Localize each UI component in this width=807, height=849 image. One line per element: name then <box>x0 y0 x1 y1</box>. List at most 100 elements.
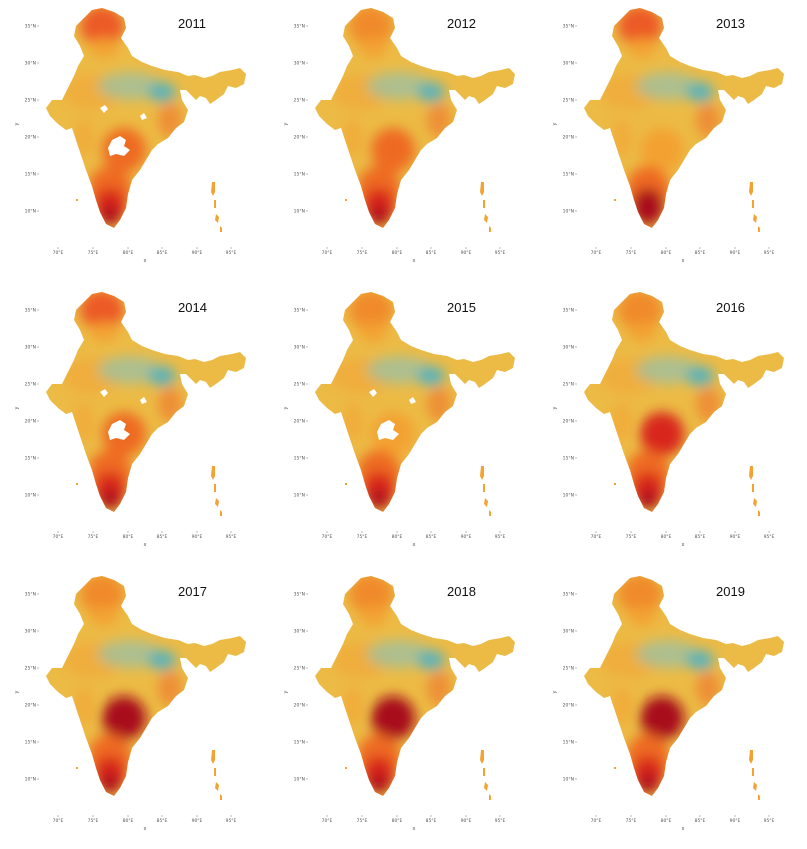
x-tick-label: 70°E <box>53 818 64 824</box>
panel-year-title: 2012 <box>447 16 476 31</box>
panel-year-title: 2011 <box>178 16 206 31</box>
y-tick-label: 20°N <box>563 135 574 141</box>
india-landmass <box>315 8 515 228</box>
x-tick-label: 70°E <box>322 818 333 824</box>
island <box>614 483 616 485</box>
india-map-2015: 70°E 75°E 80°E 85°E 90°E 95°E x 35°N 30°N 25°N 20°… <box>283 292 515 548</box>
island <box>489 226 491 232</box>
x-tick-label: 75°E <box>88 250 99 256</box>
y-tick-label: 10°N <box>25 777 36 783</box>
y-tick-label: 20°N <box>25 703 36 709</box>
x-tick-label: 90°E <box>461 250 472 256</box>
y-tick-label: 20°N <box>563 419 574 425</box>
y-tick-label: 15°N <box>294 172 305 178</box>
y-tick-label: 30°N <box>563 61 574 67</box>
island <box>484 498 488 507</box>
island <box>215 214 219 223</box>
map-panel-2015: 70°E 75°E 80°E 85°E 90°E 95°E x 35°N 30°N 25°N 20°… <box>269 284 538 565</box>
y-axis-label: y <box>283 406 289 409</box>
island <box>480 466 484 480</box>
map-panel-2018: 70°E 75°E 80°E 85°E 90°E 95°E x 35°N 30°N 25°N 20°… <box>269 568 538 849</box>
x-axis-label: x <box>144 542 147 548</box>
y-tick-label: 35°N <box>25 592 36 598</box>
island <box>753 214 757 223</box>
y-tick-label: 10°N <box>294 777 305 783</box>
map-panel-2017: 70°E 75°E 80°E 85°E 90°E 95°E x 35°N 30°N 25°N 20°… <box>0 568 269 849</box>
island <box>480 750 484 764</box>
x-tick-label: 75°E <box>357 534 368 540</box>
map-panel-2013: 70°E 75°E 80°E 85°E 90°E 95°E x 35°N 30°N 25°N 20°… <box>538 0 807 281</box>
x-tick-label: 90°E <box>461 818 472 824</box>
y-tick-label: 30°N <box>294 61 305 67</box>
y-tick-label: 25°N <box>294 98 305 104</box>
island <box>345 199 347 201</box>
island <box>215 782 219 791</box>
y-tick-label: 10°N <box>563 777 574 783</box>
island <box>749 750 753 764</box>
x-tick-label: 95°E <box>764 534 775 540</box>
y-tick-label: 25°N <box>294 382 305 388</box>
x-tick-label: 80°E <box>392 250 403 256</box>
x-tick-label: 80°E <box>392 818 403 824</box>
y-tick-label: 35°N <box>294 24 305 30</box>
india-map-2014: 70°E 75°E 80°E 85°E 90°E 95°E x 35°N 30°N 25°N 20°… <box>14 292 246 548</box>
island <box>214 484 216 492</box>
missing-data-patches <box>369 389 416 440</box>
y-tick-label: 10°N <box>25 493 36 499</box>
island <box>484 214 488 223</box>
map-panel-2016: 70°E 75°E 80°E 85°E 90°E 95°E x 35°N 30°N 25°N 20°… <box>538 284 807 565</box>
y-tick-label: 10°N <box>294 493 305 499</box>
x-tick-label: 85°E <box>157 818 168 824</box>
india-map-2012: 70°E 75°E 80°E 85°E 90°E 95°E x 35°N 30°N 25°N 20°… <box>283 8 515 264</box>
x-tick-label: 80°E <box>661 250 672 256</box>
y-tick-label: 30°N <box>563 345 574 351</box>
island <box>484 782 488 791</box>
y-tick-label: 35°N <box>563 24 574 30</box>
map-panel-2011: 70°E 75°E 80°E 85°E 90°E 95°E x 35°N 30°N 25°N 20°… <box>0 0 269 281</box>
x-tick-label: 95°E <box>764 250 775 256</box>
island <box>489 510 491 516</box>
x-tick-label: 75°E <box>626 818 637 824</box>
island <box>215 498 219 507</box>
y-tick-label: 30°N <box>25 345 36 351</box>
y-axis-label: y <box>283 690 289 693</box>
y-tick-label: 30°N <box>25 629 36 635</box>
island <box>752 484 754 492</box>
island <box>749 182 753 196</box>
y-tick-label: 20°N <box>563 703 574 709</box>
x-tick-label: 85°E <box>426 250 437 256</box>
map-panel-2014: 70°E 75°E 80°E 85°E 90°E 95°E x 35°N 30°N 25°N 20°… <box>0 284 269 565</box>
india-landmass <box>584 576 784 796</box>
island <box>211 466 215 480</box>
x-axis-label: x <box>144 826 147 832</box>
y-tick-label: 30°N <box>25 61 36 67</box>
island <box>220 794 222 800</box>
x-tick-label: 75°E <box>357 250 368 256</box>
island <box>614 199 616 201</box>
x-tick-label: 90°E <box>192 534 203 540</box>
india-map-2018: 70°E 75°E 80°E 85°E 90°E 95°E x 35°N 30°N 25°N 20°… <box>283 576 515 832</box>
x-axis-label: x <box>682 542 685 548</box>
y-tick-label: 15°N <box>294 740 305 746</box>
x-tick-label: 95°E <box>495 534 506 540</box>
island <box>76 199 78 201</box>
x-tick-label: 75°E <box>626 534 637 540</box>
x-tick-label: 75°E <box>626 250 637 256</box>
panel-year-title: 2015 <box>447 300 476 315</box>
x-tick-label: 85°E <box>157 534 168 540</box>
x-tick-label: 85°E <box>426 534 437 540</box>
x-tick-label: 70°E <box>53 534 64 540</box>
x-tick-label: 90°E <box>730 534 741 540</box>
island <box>345 767 347 769</box>
island <box>489 794 491 800</box>
panel-year-title: 2018 <box>447 584 476 599</box>
y-tick-label: 15°N <box>563 456 574 462</box>
x-tick-label: 95°E <box>495 250 506 256</box>
island <box>749 466 753 480</box>
y-tick-label: 25°N <box>563 98 574 104</box>
island <box>758 794 760 800</box>
y-tick-label: 25°N <box>294 666 305 672</box>
y-axis-label: y <box>283 122 289 125</box>
island <box>614 767 616 769</box>
x-tick-label: 85°E <box>695 534 706 540</box>
